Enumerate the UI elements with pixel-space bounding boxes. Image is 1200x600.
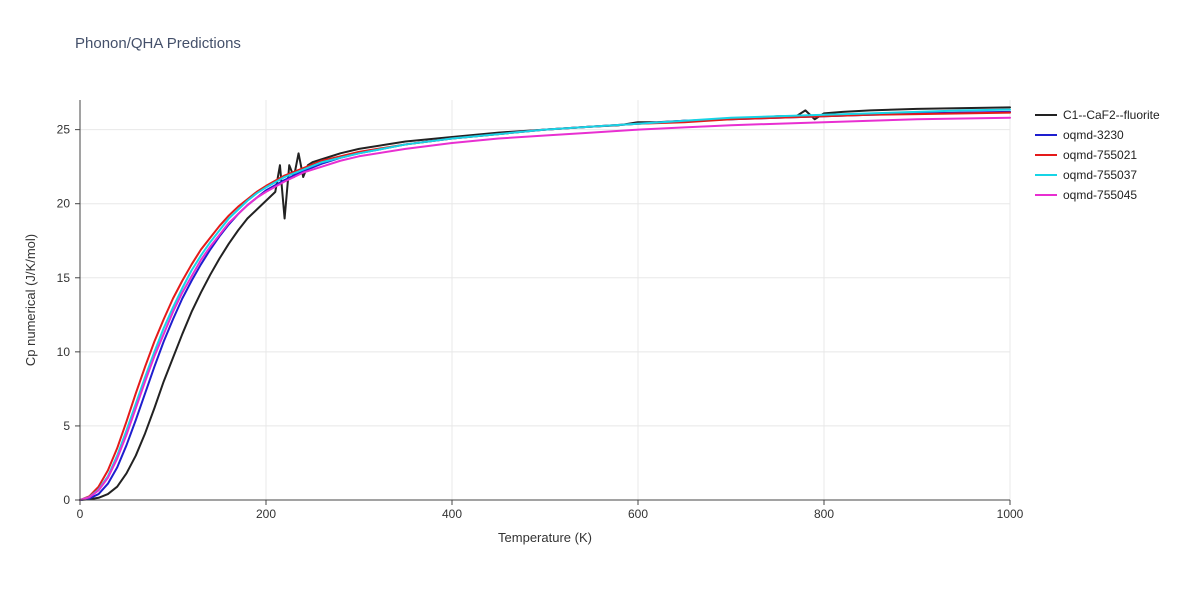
gridlines (80, 100, 1010, 500)
series-line-4[interactable] (80, 118, 1010, 500)
series-line-0[interactable] (80, 107, 1010, 500)
series-lines (80, 107, 1010, 500)
legend-swatch (1035, 114, 1057, 116)
y-tick-label: 20 (57, 197, 71, 211)
x-tick-label: 400 (442, 507, 462, 521)
y-tick-label: 25 (57, 123, 71, 137)
y-tick-labels: 0 5 10 15 20 25 (57, 123, 71, 507)
x-tick-labels: 0 200 400 600 800 1000 (77, 507, 1024, 521)
x-axis-title: Temperature (K) (498, 530, 592, 545)
y-tick-label: 10 (57, 345, 71, 359)
legend-swatch (1035, 134, 1057, 136)
legend-label: oqmd-3230 (1063, 128, 1124, 142)
legend-item-2[interactable]: oqmd-755021 (1035, 145, 1160, 165)
legend-swatch (1035, 194, 1057, 196)
x-tick-label: 200 (256, 507, 276, 521)
chart-svg: 0 200 400 600 800 1000 0 5 10 15 20 25 Temperature… (0, 0, 1200, 600)
chart-container: Phonon/QHA Predictions 02004006008001000… (0, 0, 1200, 600)
series-line-2[interactable] (80, 113, 1010, 500)
y-tick-label: 5 (63, 419, 70, 433)
y-axis-title: Cp numerical (J/K/mol) (23, 234, 38, 366)
legend-swatch (1035, 154, 1057, 156)
series-line-1[interactable] (80, 112, 1010, 500)
legend-label: oqmd-755021 (1063, 148, 1137, 162)
axes (75, 100, 1010, 505)
legend-item-4[interactable]: oqmd-755045 (1035, 185, 1160, 205)
y-tick-label: 0 (63, 493, 70, 507)
legend-item-1[interactable]: oqmd-3230 (1035, 125, 1160, 145)
x-tick-label: 600 (628, 507, 648, 521)
x-tick-label: 800 (814, 507, 834, 521)
legend-label: oqmd-755037 (1063, 168, 1137, 182)
x-tick-label: 0 (77, 507, 84, 521)
series-line-3[interactable] (80, 110, 1010, 500)
x-tick-label: 1000 (997, 507, 1024, 521)
legend-label: oqmd-755045 (1063, 188, 1137, 202)
legend-item-3[interactable]: oqmd-755037 (1035, 165, 1160, 185)
legend-label: C1--CaF2--fluorite (1063, 108, 1160, 122)
legend-swatch (1035, 174, 1057, 176)
y-tick-label: 15 (57, 271, 71, 285)
legend: C1--CaF2--fluorite oqmd-3230 oqmd-755021 oq… (1035, 105, 1160, 205)
legend-item-0[interactable]: C1--CaF2--fluorite (1035, 105, 1160, 125)
